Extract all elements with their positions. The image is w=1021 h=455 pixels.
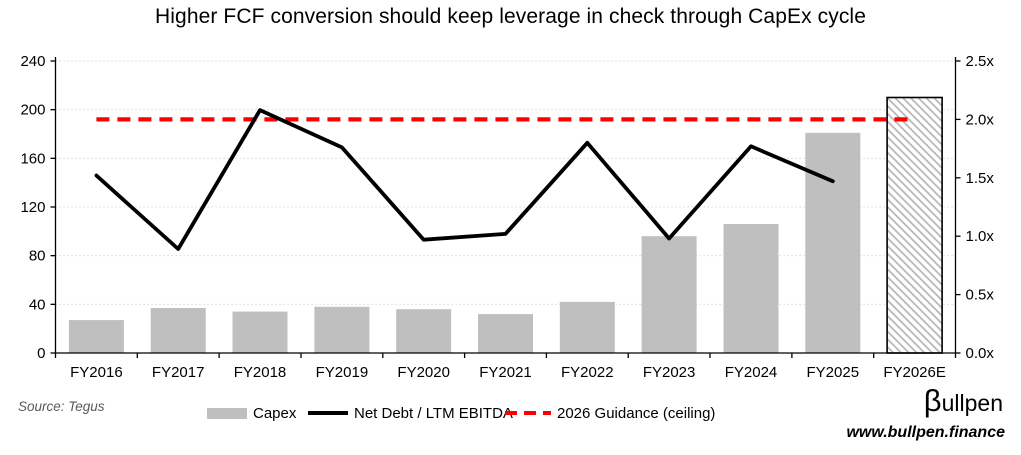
legend-item-guidance: 2026 Guidance (ceiling) xyxy=(505,402,715,424)
legend-item-capex: Capex xyxy=(207,402,296,424)
x-axis-label: FY2021 xyxy=(479,364,532,381)
right-axis-tick-label: 1.0x xyxy=(966,228,995,245)
left-axis-tick-label: 0 xyxy=(37,345,45,362)
bar-FY2018 xyxy=(232,311,288,353)
capex-bar-swatch xyxy=(207,407,247,419)
chart-title: Higher FCF conversion should keep levera… xyxy=(155,5,866,28)
left-axis-tick-label: 80 xyxy=(29,248,46,265)
legend-label-guidance: 2026 Guidance (ceiling) xyxy=(557,404,716,422)
legend-item-net-debt: Net Debt / LTM EBITDA xyxy=(308,402,513,424)
bullpen-logo: β ullpen xyxy=(924,385,1003,416)
left-axis-tick-label: 240 xyxy=(20,53,45,70)
right-axis-tick-label: 2.0x xyxy=(966,111,995,128)
right-axis-tick-label: 0.0x xyxy=(966,345,995,362)
bar-FY2025 xyxy=(805,132,861,353)
x-axis-label: FY2025 xyxy=(807,364,860,381)
x-axis-label: FY2022 xyxy=(561,364,614,381)
x-axis-label: FY2016 xyxy=(70,364,123,381)
legend-label-net-debt: Net Debt / LTM EBITDA xyxy=(354,404,513,422)
right-axis-tick-label: 0.5x xyxy=(966,287,995,304)
bar-FY2016 xyxy=(68,320,124,353)
guidance-dash-swatch xyxy=(505,411,551,415)
left-axis-tick-label: 200 xyxy=(20,102,45,119)
bar-FY2020 xyxy=(396,309,452,353)
net-debt-line-swatch xyxy=(308,411,348,415)
legend-label-capex: Capex xyxy=(253,404,297,422)
x-axis-label: FY2026E xyxy=(883,364,946,381)
logo-beta-glyph: β xyxy=(923,383,942,418)
x-axis-label: FY2024 xyxy=(725,364,778,381)
x-axis-label: FY2017 xyxy=(152,364,205,381)
bar-FY2026E xyxy=(886,96,943,354)
bar-FY2024 xyxy=(723,224,779,353)
x-axis-label: FY2020 xyxy=(397,364,450,381)
bar-FY2017 xyxy=(150,308,206,353)
x-axis-label: FY2023 xyxy=(643,364,696,381)
bar-FY2022 xyxy=(559,301,615,353)
website-url: www.bullpen.finance xyxy=(846,424,1005,441)
net-debt-line xyxy=(94,108,835,251)
bar-FY2021 xyxy=(478,314,533,353)
right-axis-tick-label: 1.5x xyxy=(966,170,995,187)
x-axis-label: FY2018 xyxy=(234,364,287,381)
bar-FY2019 xyxy=(314,306,370,353)
logo-wordmark: ullpen xyxy=(941,390,1003,416)
left-axis-tick-label: 40 xyxy=(29,296,46,313)
legend: Capex Net Debt / LTM EBITDA 2026 Guidanc… xyxy=(0,402,1021,424)
source-note: Source: Tegus xyxy=(18,399,105,414)
x-axis-label: FY2019 xyxy=(316,364,369,381)
bar-FY2023 xyxy=(641,236,697,353)
left-axis-tick-label: 160 xyxy=(20,150,45,167)
right-axis-tick-label: 2.5x xyxy=(966,53,995,70)
left-axis-tick-label: 120 xyxy=(20,199,45,216)
